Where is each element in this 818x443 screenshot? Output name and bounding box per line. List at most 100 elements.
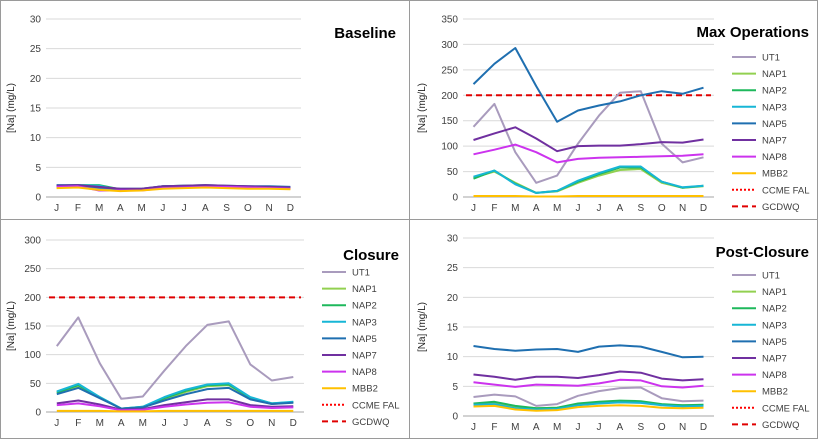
series-line-nap3 bbox=[473, 165, 704, 194]
x-tick-label: M bbox=[511, 422, 519, 433]
x-tick-label: J bbox=[576, 203, 581, 214]
series-line-nap1 bbox=[473, 168, 704, 194]
x-tick-label: A bbox=[204, 418, 211, 429]
x-tick-label: J bbox=[596, 422, 601, 433]
legend-label-nap3: NAP3 bbox=[352, 317, 377, 328]
legend-label-nap8: NAP8 bbox=[352, 367, 377, 378]
y-axis-title: [Na] (mg/L) bbox=[417, 83, 428, 133]
series-line-ut1 bbox=[55, 316, 294, 400]
x-tick-label: O bbox=[244, 203, 252, 214]
chart-title: Post-Closure bbox=[716, 244, 809, 261]
legend-label-nap3: NAP3 bbox=[762, 320, 787, 331]
x-tick-label: N bbox=[268, 418, 275, 429]
legend-label-mbb2: MBB2 bbox=[352, 384, 378, 395]
x-tick-label: S bbox=[223, 203, 230, 214]
legend-label-ccme-fal: CCME FAL bbox=[352, 400, 400, 411]
series-line-mbb2 bbox=[473, 404, 704, 412]
panel-baseline: 0 5 10 15 20 25 30 J F M A M J J A S O N D [Na] (mg/L) Basel… bbox=[0, 0, 410, 220]
y-tick-label: 300 bbox=[441, 40, 458, 51]
legend-label-ut1: UT1 bbox=[352, 268, 370, 279]
panel-post-closure: 0 5 10 15 20 25 30 J F M A M J J A S O N D [Na] (mg/L) Post-… bbox=[409, 219, 818, 439]
x-tick-label: S bbox=[225, 418, 232, 429]
chart-max-operations: 0 50 100 150 200 250 300 350 J F M A M J J A S O N D [Na] (m… bbox=[417, 15, 810, 215]
legend-label-ccme-fal: CCME FAL bbox=[762, 185, 810, 196]
x-tick-label: S bbox=[637, 422, 644, 433]
legend-label-nap5: NAP5 bbox=[352, 334, 377, 345]
y-tick-label: 150 bbox=[441, 116, 458, 127]
y-tick-label: 100 bbox=[441, 142, 458, 153]
x-tick-label: D bbox=[287, 203, 294, 214]
x-tick-label: N bbox=[679, 203, 686, 214]
legend-label-nap7: NAP7 bbox=[352, 351, 377, 362]
panel-closure: 0 50 100 150 200 250 300 J F M A M J J A S O N D [Na] (mg/L… bbox=[0, 219, 410, 439]
y-tick-label: 5 bbox=[35, 163, 41, 174]
legend-label-gcdwq: GCDWQ bbox=[762, 202, 799, 213]
legend-label-nap3: NAP3 bbox=[762, 102, 787, 113]
x-tick-label: J bbox=[471, 422, 476, 433]
series-line-nap7 bbox=[56, 398, 294, 411]
series-line-nap3 bbox=[473, 401, 704, 411]
y-tick-label: 50 bbox=[30, 379, 42, 390]
y-axis-title: [Na] (mg/L) bbox=[6, 301, 17, 351]
series-line-mbb2 bbox=[56, 186, 291, 193]
x-tick-label: J bbox=[162, 418, 167, 429]
x-tick-label: A bbox=[202, 203, 209, 214]
chart-baseline: 0 5 10 15 20 25 30 J F M A M J J A S O N D [Na] (mg/L) Basel… bbox=[6, 15, 396, 215]
y-tick-label: 0 bbox=[35, 193, 41, 204]
x-tick-label: M bbox=[553, 422, 561, 433]
x-tick-label: D bbox=[290, 418, 297, 429]
y-tick-label: 15 bbox=[30, 104, 42, 115]
y-tick-label: 100 bbox=[24, 350, 41, 361]
x-tick-label: M bbox=[95, 203, 103, 214]
legend-label-nap7: NAP7 bbox=[762, 354, 787, 365]
series-line-mbb2 bbox=[56, 409, 294, 413]
y-tick-label: 10 bbox=[447, 352, 459, 363]
series-line-ut1 bbox=[472, 90, 704, 184]
y-tick-label: 200 bbox=[24, 293, 41, 304]
series-line-nap8 bbox=[473, 143, 704, 164]
x-tick-label: A bbox=[617, 422, 624, 433]
x-tick-label: F bbox=[491, 422, 497, 433]
chart-title: Max Operations bbox=[696, 24, 809, 41]
x-tick-label: A bbox=[533, 422, 540, 433]
series-line-nap5 bbox=[472, 47, 704, 123]
legend-label-nap8: NAP8 bbox=[762, 152, 787, 163]
x-tick-label: A bbox=[533, 203, 540, 214]
chart-title: Baseline bbox=[334, 25, 396, 42]
x-tick-label: O bbox=[246, 418, 254, 429]
y-tick-label: 15 bbox=[447, 323, 459, 334]
x-tick-label: J bbox=[576, 422, 581, 433]
x-tick-label: J bbox=[471, 203, 476, 214]
y-tick-label: 25 bbox=[447, 263, 459, 274]
y-tick-label: 0 bbox=[35, 408, 41, 419]
x-tick-label: F bbox=[75, 418, 81, 429]
x-tick-label: O bbox=[658, 203, 666, 214]
x-tick-label: D bbox=[700, 422, 707, 433]
series-line-mbb2 bbox=[473, 195, 704, 198]
x-tick-label: J bbox=[54, 418, 59, 429]
legend-label-nap1: NAP1 bbox=[762, 69, 787, 80]
x-tick-label: F bbox=[75, 203, 81, 214]
y-tick-label: 0 bbox=[452, 412, 458, 423]
y-tick-label: 25 bbox=[30, 44, 42, 55]
y-axis-title: [Na] (mg/L) bbox=[417, 302, 428, 352]
y-axis-title: [Na] (mg/L) bbox=[6, 83, 17, 133]
series-line-nap5 bbox=[473, 344, 704, 359]
y-tick-label: 50 bbox=[447, 167, 459, 178]
series-line-ut1 bbox=[473, 386, 704, 407]
legend-label-nap1: NAP1 bbox=[352, 284, 377, 295]
x-tick-label: M bbox=[96, 418, 104, 429]
x-tick-label: F bbox=[491, 203, 497, 214]
x-tick-label: N bbox=[679, 422, 686, 433]
x-tick-label: M bbox=[139, 418, 147, 429]
y-tick-label: 5 bbox=[452, 382, 458, 393]
panel-max-operations: 0 50 100 150 200 250 300 350 J F M A M J J A S O N D [Na] (m… bbox=[409, 0, 818, 220]
y-tick-label: 150 bbox=[24, 322, 41, 333]
x-tick-label: A bbox=[617, 203, 624, 214]
legend-label-nap8: NAP8 bbox=[762, 370, 787, 381]
series-line-nap7 bbox=[473, 126, 704, 153]
legend-label-nap1: NAP1 bbox=[762, 287, 787, 298]
chart-title: Closure bbox=[343, 247, 399, 264]
chart-post-closure: 0 5 10 15 20 25 30 J F M A M J J A S O N D [Na] (mg/L) Post-… bbox=[417, 234, 810, 434]
series-line-nap7 bbox=[473, 370, 704, 382]
